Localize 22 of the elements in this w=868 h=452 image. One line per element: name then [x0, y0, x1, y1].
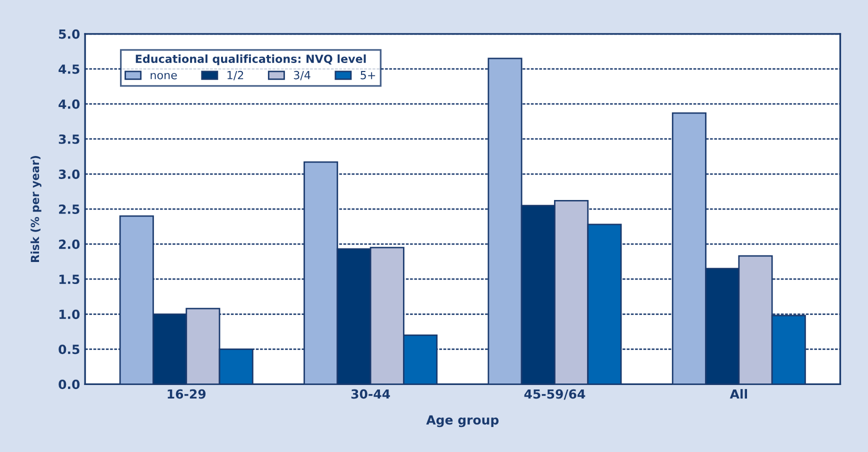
- legend-label: 1/2: [228, 70, 244, 80]
- y-tick-label: 1.0: [59, 310, 80, 320]
- y-tick-label: 1.5: [59, 274, 80, 284]
- x-tick-label: 16-29: [168, 389, 206, 399]
- y-tick-label: 5.0: [59, 29, 80, 39]
- legend-label: 3/4: [294, 70, 310, 80]
- x-axis-title: Age group: [426, 415, 499, 428]
- y-tick-label: 4.5: [58, 64, 80, 74]
- y-tick-label: 0.5: [58, 344, 80, 354]
- y-tick-label: 4.0: [58, 99, 80, 109]
- y-tick-label: 0.0: [58, 380, 80, 390]
- y-axis-title: Risk (% per year): [30, 156, 42, 262]
- legend-label: 5+: [360, 71, 376, 80]
- y-tick-label: 2.5: [59, 204, 80, 214]
- x-tick-label: All: [730, 389, 747, 399]
- y-tick-label: 3.5: [58, 134, 80, 144]
- x-tick-label: 30-44: [351, 389, 390, 399]
- y-tick-label: 3.0: [58, 169, 80, 179]
- legend-label: none: [150, 72, 177, 80]
- x-tick-label: 45-59/64: [524, 389, 586, 400]
- y-tick-label: 2.0: [59, 240, 80, 250]
- legend-title: Educational qualifications: NVQ level: [136, 54, 366, 66]
